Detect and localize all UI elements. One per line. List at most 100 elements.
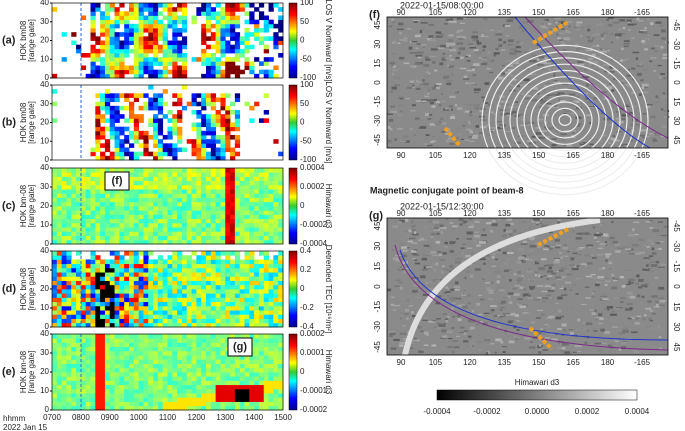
heat-cell xyxy=(201,263,207,269)
heat-cell xyxy=(104,143,111,148)
heat-cell xyxy=(124,372,130,377)
heat-cell xyxy=(109,363,115,369)
heat-cell xyxy=(124,15,130,21)
heat-cell xyxy=(124,272,130,277)
heat-cell xyxy=(181,334,188,339)
heat-cell xyxy=(234,214,241,220)
heat-cell xyxy=(52,73,58,79)
heat-cell xyxy=(210,276,217,281)
heat-cell xyxy=(95,197,101,203)
map-texture xyxy=(514,337,519,341)
map-texture xyxy=(409,112,417,116)
heat-cell xyxy=(109,401,115,407)
colorbar-tick-label: -50 xyxy=(300,136,312,145)
heat-cell xyxy=(56,318,63,324)
heat-cell xyxy=(177,3,183,8)
heat-cell xyxy=(109,397,115,402)
heat-cell xyxy=(66,267,72,273)
heat-cell xyxy=(181,359,188,364)
heat-cell xyxy=(133,176,140,182)
heat-cell xyxy=(191,338,197,343)
heat-cell xyxy=(95,310,101,315)
heat-cell xyxy=(167,338,173,343)
colorbar-tick-label: 0 xyxy=(300,367,305,376)
heat-cell xyxy=(143,19,149,25)
heat-cell xyxy=(119,44,125,50)
map-texture xyxy=(526,270,533,273)
map-texture xyxy=(493,72,499,74)
map-texture xyxy=(442,53,446,55)
heat-cell xyxy=(273,305,279,311)
map-texture xyxy=(548,101,556,103)
heat-cell xyxy=(153,114,159,119)
heat-cell xyxy=(157,372,164,377)
heat-cell xyxy=(138,363,144,369)
map-texture xyxy=(571,328,576,331)
heat-cell xyxy=(95,401,101,407)
map-texture xyxy=(403,58,409,60)
heat-cell xyxy=(191,267,197,273)
map-texture xyxy=(535,132,542,135)
map-texture xyxy=(497,249,501,252)
heat-cell xyxy=(254,338,260,343)
map-texture xyxy=(611,89,615,92)
map-texture xyxy=(521,92,525,95)
heat-cell xyxy=(225,267,231,273)
heat-cell xyxy=(249,239,255,245)
map-texture xyxy=(660,73,665,75)
map-texture xyxy=(538,105,543,109)
heat-cell xyxy=(129,235,135,241)
heat-cell xyxy=(104,197,111,203)
map-texture xyxy=(441,131,448,133)
heat-cell xyxy=(80,376,87,381)
heat-cell xyxy=(71,401,77,407)
map-texture xyxy=(477,348,482,351)
heat-cell xyxy=(254,372,260,377)
heat-cell xyxy=(162,401,168,407)
heat-cell xyxy=(225,293,231,298)
map-texture xyxy=(442,322,447,326)
heat-cell xyxy=(191,259,197,265)
heat-cell xyxy=(258,355,265,360)
map-texture xyxy=(490,59,494,62)
map-texture xyxy=(464,139,470,143)
map-texture xyxy=(544,285,551,288)
x-axis-label: 2022 Jan 15 xyxy=(3,423,48,431)
heat-cell xyxy=(278,180,284,186)
heat-cell xyxy=(56,393,63,398)
map-texture xyxy=(529,279,534,282)
heat-cell xyxy=(162,334,168,339)
heat-cell xyxy=(95,227,101,232)
heat-cell xyxy=(61,367,67,373)
map-texture xyxy=(392,125,396,127)
heat-cell xyxy=(186,363,192,369)
heat-cell xyxy=(249,263,255,269)
heat-cell xyxy=(244,251,250,256)
heat-cell xyxy=(191,334,197,339)
heat-cell xyxy=(254,314,260,319)
heat-cell xyxy=(273,401,279,407)
map-texture xyxy=(417,51,424,54)
map-texture xyxy=(391,86,397,90)
heat-cell xyxy=(153,318,159,324)
map-texture xyxy=(451,114,455,117)
map-texture xyxy=(430,319,436,322)
heat-cell xyxy=(220,272,226,277)
heat-cell xyxy=(273,284,279,290)
heat-cell xyxy=(119,143,125,148)
heat-cell xyxy=(119,139,125,144)
heat-cell xyxy=(56,314,63,319)
heat-cell xyxy=(225,310,231,315)
heat-cell xyxy=(206,289,212,294)
map-texture xyxy=(411,315,416,318)
heat-cell xyxy=(148,359,154,364)
heat-cell xyxy=(220,235,226,241)
map-texture xyxy=(610,41,614,44)
heat-cell xyxy=(157,151,164,157)
heat-cell xyxy=(66,346,72,352)
map-texture xyxy=(566,144,573,148)
heat-cell xyxy=(273,280,279,286)
heat-cell xyxy=(234,318,241,324)
heat-cell xyxy=(133,130,140,136)
heat-cell xyxy=(249,376,255,381)
